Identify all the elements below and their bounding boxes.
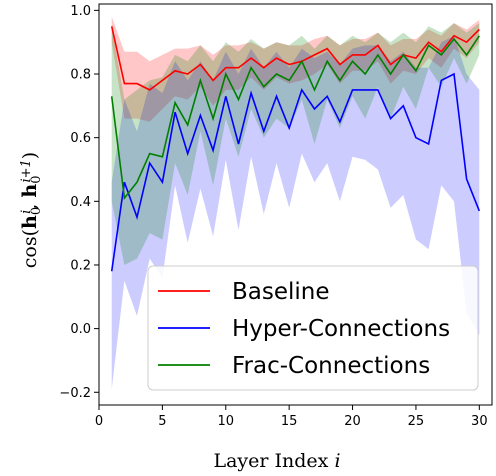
y-tick-label: 0.4 — [70, 195, 91, 210]
plot-frame — [98, 3, 493, 406]
y-axis-ticks: −0.2 0.0 0.2 0.4 0.6 0.8 1.0 — [59, 4, 99, 401]
y-tick-label: 0.2 — [70, 258, 91, 273]
band-baseline — [111, 16, 480, 122]
y-tick-label: 0.8 — [70, 68, 91, 83]
series-lines — [110, 26, 481, 272]
legend-box — [147, 265, 479, 391]
y-tick-label: 1.0 — [70, 4, 91, 19]
y-tick-label: −0.2 — [59, 386, 91, 401]
x-axis-label: Layer Index i — [213, 450, 340, 472]
band-frac-connections — [111, 23, 480, 265]
x-axis-ticks: 0 5 10 15 20 25 30 — [95, 405, 488, 429]
line-frac-connections — [110, 35, 480, 201]
x-tick-label: 30 — [471, 414, 488, 429]
x-tick-label: 15 — [281, 414, 298, 429]
legend: Baseline Hyper-Connections Frac-Connection… — [147, 265, 479, 391]
legend-label-hyper-connections: Hyper-Connections — [232, 316, 450, 342]
legend-label-frac-connections: Frac-Connections — [232, 353, 430, 379]
y-axis-label: cos(h0i, h0i+1) — [19, 152, 44, 268]
x-tick-label: 5 — [158, 414, 166, 429]
x-tick-label: 10 — [218, 414, 235, 429]
x-tick-label: 25 — [408, 414, 425, 429]
line-baseline — [110, 26, 480, 91]
x-tick-label: 0 — [95, 414, 103, 429]
x-tick-label: 20 — [344, 414, 361, 429]
legend-label-baseline: Baseline — [232, 279, 330, 305]
y-tick-label: 0.6 — [70, 131, 91, 146]
line-hyper-connections — [110, 72, 481, 272]
y-tick-label: 0.0 — [70, 322, 91, 337]
